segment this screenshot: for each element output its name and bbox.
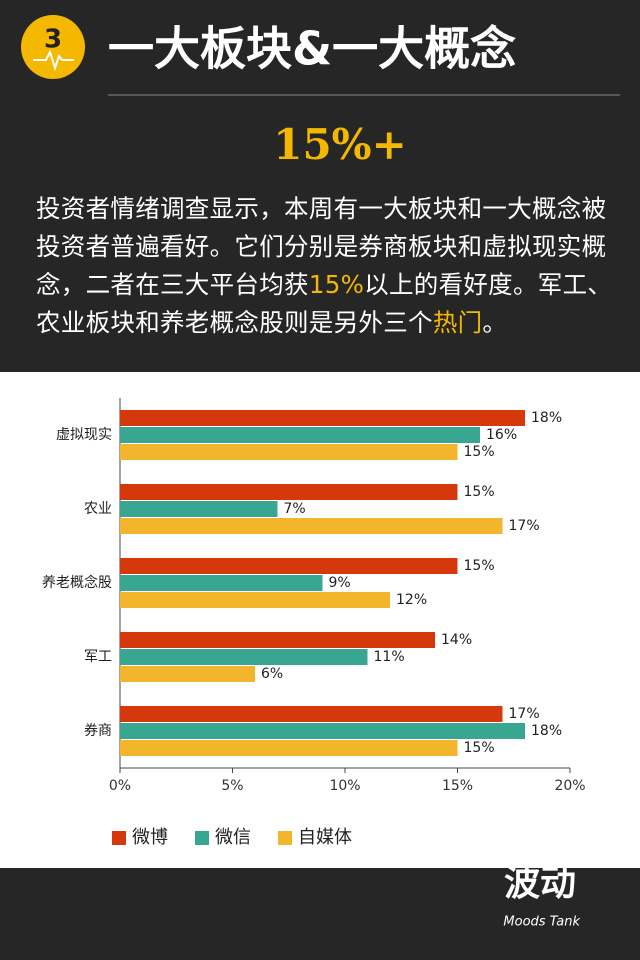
paragraph-text: 15% (308, 270, 365, 299)
page-title: 一大板块&一大概念 (108, 22, 516, 76)
category-label: 养老概念股 (42, 574, 112, 591)
value-label: 6% (261, 666, 283, 682)
value-label: 17% (509, 518, 540, 534)
bar (120, 723, 525, 739)
logo: 波动 (504, 863, 576, 904)
value-label: 18% (531, 410, 562, 426)
badge-icon (33, 49, 74, 72)
paragraph-text: 。 (482, 308, 508, 337)
bar (120, 501, 278, 517)
value-label: 18% (531, 723, 562, 739)
legend-swatch (278, 831, 292, 845)
bar (120, 444, 458, 460)
value-label: 9% (329, 575, 351, 591)
bar (120, 575, 323, 591)
category-label: 军工 (84, 649, 112, 665)
value-label: 7% (284, 501, 306, 517)
category-label: 虚拟现实 (56, 427, 112, 443)
bar (120, 427, 480, 443)
badge (21, 15, 85, 79)
value-label: 15% (464, 740, 495, 756)
x-tick-label: 10% (329, 778, 360, 794)
x-tick-label: 15% (442, 778, 473, 794)
legend-swatch (195, 831, 209, 845)
paragraph-text: 以上的看好度。军工、农业板块和养老概念股则是另外三个 (36, 270, 613, 337)
legend-label: 微信 (215, 827, 251, 848)
bar (120, 666, 255, 682)
paragraph-text: 投资者情绪调查显示，本周有一大板块和一大概念被投资者普遍看好。它们分别是券商板块… (36, 194, 607, 299)
value-label: 15% (464, 444, 495, 460)
logo-sub: Moods Tank (503, 915, 580, 930)
value-label: 17% (509, 706, 540, 722)
category-label: 券商 (84, 723, 112, 739)
bar (120, 484, 458, 500)
value-label: 15% (464, 484, 495, 500)
bar (120, 632, 435, 648)
bar (120, 592, 390, 608)
bar (120, 410, 525, 426)
value-label: 12% (396, 592, 427, 608)
value-label: 14% (441, 632, 472, 648)
bar (120, 558, 458, 574)
x-tick-label: 0% (109, 778, 131, 794)
bar (120, 518, 503, 534)
legend-swatch (112, 831, 126, 845)
paragraph-text: 热门 (432, 308, 483, 337)
value-label: 15% (464, 558, 495, 574)
value-label: 16% (486, 427, 517, 443)
category-label: 农业 (84, 501, 112, 517)
legend-label: 微博 (132, 827, 168, 848)
headline: 15%+ (273, 120, 407, 169)
bar (120, 649, 368, 665)
value-label: 11% (374, 649, 405, 665)
legend-label: 自媒体 (298, 827, 352, 848)
x-tick-label: 5% (221, 778, 243, 794)
x-tick-label: 20% (554, 778, 585, 794)
intro-paragraph: 投资者情绪调查显示，本周有一大板块和一大概念被投资者普遍看好。它们分别是券商板块… (36, 190, 614, 342)
bar (120, 740, 458, 756)
badge-number: 3 (44, 25, 62, 55)
bar (120, 706, 503, 722)
